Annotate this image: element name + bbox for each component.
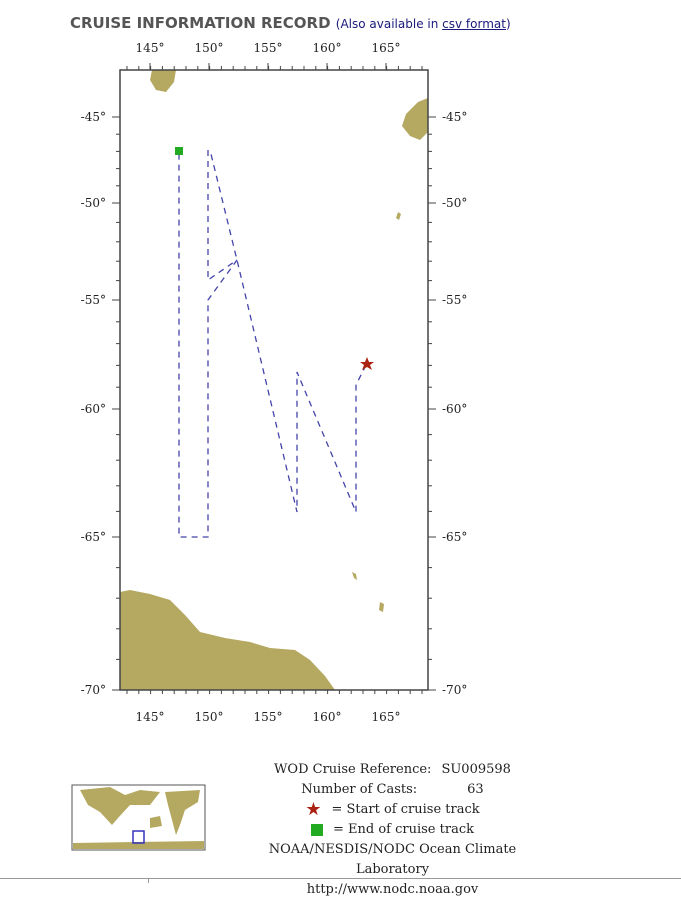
start-label: = Start of cruise track: [331, 802, 480, 817]
lon-tick-label-top: 160°: [313, 41, 342, 55]
end-label: = End of cruise track: [333, 822, 474, 837]
csv-format-link[interactable]: csv format: [442, 17, 506, 31]
lat-tick-label-right: -65°: [442, 530, 467, 544]
lon-tick-label-top: 145°: [136, 41, 165, 55]
end-square-icon: [175, 147, 183, 155]
lon-tick-label-bottom: 145°: [136, 710, 165, 724]
lon-tick-label-bottom: 160°: [313, 710, 342, 724]
square-icon: [311, 824, 323, 836]
reference-label: WOD Cruise Reference:: [274, 762, 432, 777]
lat-tick-label-left: -45°: [81, 110, 106, 124]
divider-tick: [148, 878, 149, 883]
org-label: NOAA/NESDIS/NODC Ocean Climate Laborator…: [268, 842, 517, 877]
lat-tick-label-right: -55°: [442, 293, 467, 307]
lat-tick-label-left: -50°: [81, 196, 106, 210]
lon-tick-label-top: 150°: [195, 41, 224, 55]
lon-tick-label-bottom: 165°: [372, 710, 401, 724]
lat-tick-label-right: -45°: [442, 110, 467, 124]
lon-tick-label-top: 155°: [254, 41, 283, 55]
casts-value: 63: [467, 782, 484, 797]
reference-value: SU009598: [441, 762, 511, 777]
ticks: [112, 63, 436, 694]
lon-tick-label-bottom: 150°: [195, 710, 224, 724]
lat-tick-label-right: -70°: [442, 683, 467, 697]
map-frame: [119, 69, 429, 691]
casts-label: Number of Casts:: [301, 782, 418, 797]
cruise-track: [178, 149, 367, 538]
land: [120, 70, 428, 690]
title-text: CRUISE INFORMATION RECORD: [70, 14, 331, 32]
lat-tick-label-left: -60°: [81, 402, 106, 416]
lat-tick-label-left: -70°: [81, 683, 106, 697]
lat-tick-label-left: -55°: [81, 293, 106, 307]
page-title: CRUISE INFORMATION RECORD (Also availabl…: [70, 14, 511, 32]
legend: WOD Cruise Reference: SU009598 Number of …: [240, 760, 545, 900]
lat-tick-label-right: -50°: [442, 196, 467, 210]
lon-tick-label-bottom: 155°: [254, 710, 283, 724]
url-label: http://www.nodc.noaa.gov: [306, 882, 479, 897]
alt-suffix: ): [505, 17, 511, 31]
alt-prefix: (Also available in: [335, 17, 443, 31]
lat-tick-label-right: -60°: [442, 402, 467, 416]
star-icon: ★: [305, 799, 322, 820]
lon-tick-label-top: 165°: [372, 41, 401, 55]
start-star-icon: [360, 357, 374, 370]
divider: [0, 878, 681, 879]
lat-tick-label-left: -65°: [81, 530, 106, 544]
inset-world-map: [71, 784, 206, 851]
